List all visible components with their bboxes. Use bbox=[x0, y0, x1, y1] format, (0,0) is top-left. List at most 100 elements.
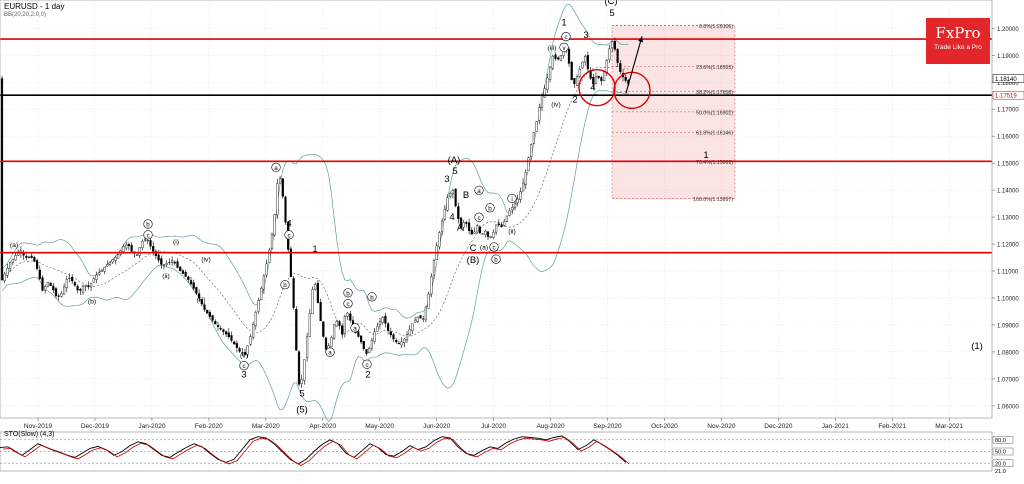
candle-body bbox=[438, 232, 441, 248]
wave-label: c bbox=[492, 244, 495, 251]
wave-label: C bbox=[470, 243, 477, 254]
candle-body bbox=[557, 57, 560, 60]
indicator-label: BB(20,20,2.0,0) bbox=[4, 12, 47, 18]
candle-body bbox=[187, 276, 190, 280]
wave-label: 2 bbox=[365, 370, 370, 381]
candle-body bbox=[476, 225, 479, 233]
candle-body bbox=[281, 178, 284, 197]
candle-body bbox=[157, 254, 160, 261]
wave-label: 3 bbox=[444, 174, 449, 185]
candle-body bbox=[249, 336, 252, 345]
candle-body bbox=[570, 61, 573, 80]
x-tick-label: Mar-2020 bbox=[252, 423, 280, 430]
candle-body bbox=[468, 222, 471, 231]
wave-label-circle bbox=[474, 212, 484, 222]
x-tick-label: Feb-2021 bbox=[878, 423, 906, 430]
wave-label: (iv) bbox=[551, 102, 560, 109]
wave-label-circle bbox=[561, 32, 571, 42]
candle-body bbox=[162, 264, 166, 266]
candle-body bbox=[292, 278, 295, 308]
candle-body bbox=[481, 233, 484, 235]
wave-label: v bbox=[562, 45, 566, 52]
y-tick-label: 1.09000 bbox=[997, 323, 1019, 329]
x-tick-label: Nov-2019 bbox=[24, 423, 53, 430]
candle-body bbox=[17, 251, 20, 256]
candle-body bbox=[408, 329, 411, 336]
candle-body bbox=[8, 262, 12, 269]
candle-body bbox=[559, 55, 562, 61]
candle-body bbox=[246, 345, 249, 355]
stochastic-level-label: 20.0 bbox=[995, 461, 1006, 467]
candle-body bbox=[441, 220, 444, 232]
candle-body bbox=[522, 182, 525, 192]
wave-label: b bbox=[283, 282, 287, 289]
candle-body bbox=[3, 273, 6, 282]
y-tick-label: 1.08000 bbox=[997, 350, 1019, 356]
wave-label-circle bbox=[367, 292, 377, 302]
candle-body bbox=[108, 261, 112, 265]
candle-body bbox=[76, 285, 79, 291]
wave-label: (ii) bbox=[162, 273, 170, 280]
candle-body bbox=[432, 260, 436, 276]
candle-body bbox=[227, 332, 230, 338]
x-tick-label: Dec-2019 bbox=[81, 423, 110, 430]
candle-body bbox=[551, 55, 554, 69]
wave-label: (i) bbox=[173, 239, 179, 246]
candle-body bbox=[600, 77, 603, 82]
wave-label: (iii) bbox=[196, 297, 205, 304]
y-tick-label: 1.13000 bbox=[997, 216, 1019, 222]
candle-body bbox=[95, 274, 98, 280]
candle-body bbox=[503, 221, 506, 226]
wave-label: c bbox=[365, 362, 368, 369]
candle-body bbox=[184, 271, 187, 277]
y-tick-label: 1.17000 bbox=[997, 108, 1019, 114]
candle-body bbox=[608, 48, 611, 60]
candle-body bbox=[459, 217, 463, 229]
candle-body bbox=[260, 287, 263, 301]
stochastic-level-label: 50.0 bbox=[995, 450, 1006, 456]
candle-body bbox=[430, 276, 433, 295]
candle-body bbox=[143, 239, 147, 241]
candle-body bbox=[135, 254, 139, 256]
wave-label-circle bbox=[143, 230, 153, 240]
wave-label-circle bbox=[489, 242, 499, 252]
candle-body bbox=[535, 121, 538, 132]
stochastic-level-box bbox=[992, 436, 1014, 444]
wave-label: a bbox=[274, 165, 278, 172]
candle-body bbox=[168, 261, 171, 263]
y-tick-label: 1.18000 bbox=[997, 81, 1019, 87]
wave-label: b bbox=[146, 222, 150, 229]
candle-body bbox=[546, 77, 549, 90]
wave-label: a bbox=[353, 325, 357, 332]
candle-body bbox=[492, 231, 495, 238]
candle-body bbox=[279, 178, 282, 184]
wave-label-circle bbox=[474, 185, 484, 195]
candle-body bbox=[457, 206, 460, 219]
candle-body bbox=[619, 63, 622, 73]
bollinger-middle bbox=[1, 65, 629, 337]
candle-body bbox=[141, 240, 144, 248]
candle-body bbox=[470, 229, 473, 235]
stochastic-readout: 21.0 bbox=[995, 469, 1006, 475]
candle-body bbox=[89, 283, 93, 288]
wave-label: c bbox=[242, 363, 245, 370]
candle-body bbox=[357, 331, 360, 337]
wave-label: (a) bbox=[480, 244, 488, 251]
stochastic-k-line bbox=[0, 435, 627, 465]
wave-label-circle bbox=[350, 323, 360, 333]
candle-body bbox=[81, 285, 85, 293]
candle-body bbox=[368, 347, 371, 354]
fib-level-label: 100.0%(1.13697) bbox=[693, 197, 733, 203]
candle-body bbox=[519, 191, 522, 200]
candle-body bbox=[613, 41, 616, 50]
candle-body bbox=[27, 256, 31, 258]
x-tick-label: Jan-2021 bbox=[822, 423, 849, 430]
horizontal-price-box bbox=[992, 90, 1024, 100]
wave-label: c bbox=[477, 215, 480, 222]
candle-body bbox=[511, 207, 514, 211]
fib-level-label: 50.0%(1.16902) bbox=[696, 110, 733, 116]
candle-body bbox=[233, 341, 236, 345]
candle-body bbox=[243, 352, 247, 355]
candle-body bbox=[49, 282, 52, 286]
